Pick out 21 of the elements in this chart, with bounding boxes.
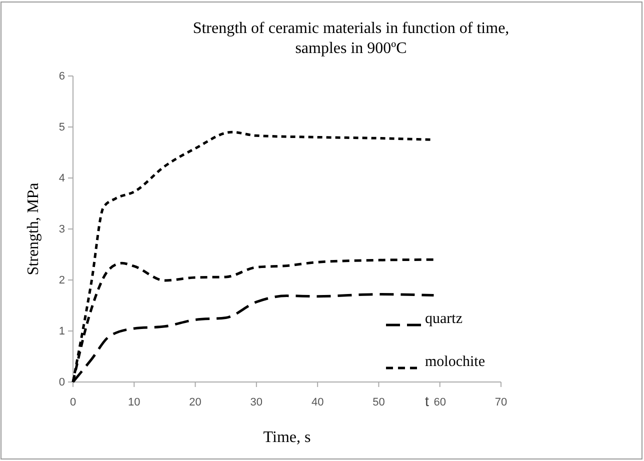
x-tick-label: 60 [434,396,446,408]
x-tick-label: 10 [128,396,140,408]
y-tick-label: 6 [58,70,65,83]
legend-label: molochite [425,354,486,370]
y-tick-label: 0 [58,376,65,389]
text: t [425,393,429,409]
x-tick-label: 50 [372,396,385,408]
y-tick-label: 2 [58,274,65,287]
x-axis-title: Time, s [263,429,311,446]
y-tick-label: 3 [58,224,65,236]
y-tick-label: 1 [58,326,65,338]
x-tick-label: 0 [70,396,76,408]
y-tick-label: 4 [58,172,65,185]
x-tick-label: 40 [311,396,324,408]
x-tick-label: 20 [189,396,202,408]
x-tick-label: 30 [250,396,263,408]
x-tick-label: 70 [494,396,508,408]
legend-label: quartz [425,311,463,327]
chart-title: Strength of ceramic materials in function of time, samples in 900ºC [192,20,510,57]
y-axis-title: Strength, MPa [25,182,42,276]
y-tick-label: 5 [58,122,65,134]
